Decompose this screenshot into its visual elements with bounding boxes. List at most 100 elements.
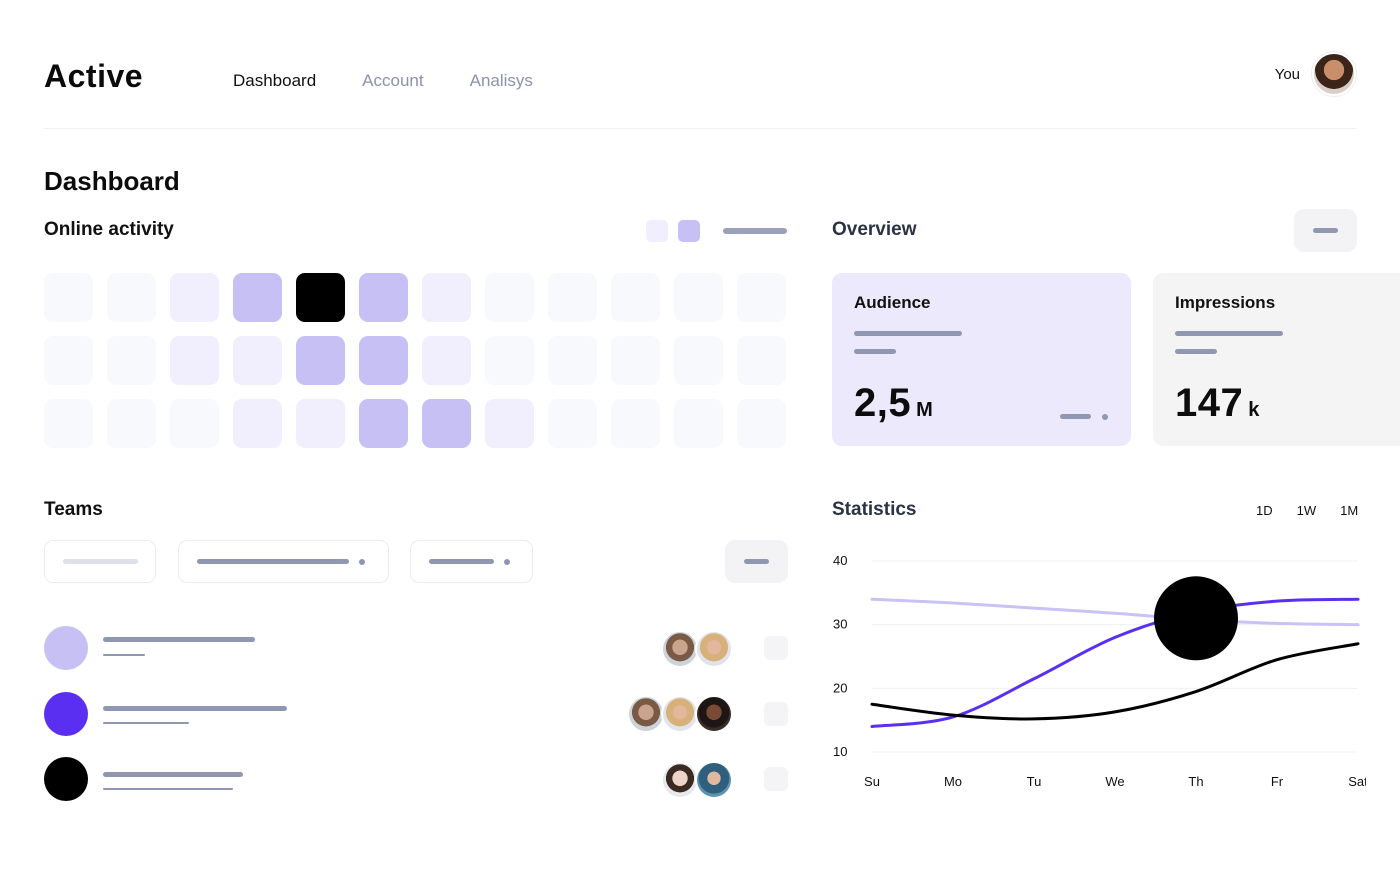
- activity-cell[interactable]: [611, 273, 660, 322]
- tab-dashboard[interactable]: Dashboard: [233, 71, 317, 90]
- y-tick-label: 40: [833, 553, 847, 568]
- audience-card[interactable]: Audience 2,5 M: [832, 273, 1131, 446]
- impressions-value: 147 k: [1175, 381, 1260, 426]
- activity-cell[interactable]: [674, 399, 723, 448]
- activity-cell[interactable]: [107, 336, 156, 385]
- team-members: [661, 761, 733, 799]
- activity-cell[interactable]: [170, 273, 219, 322]
- card-meta-dot: [1102, 414, 1108, 420]
- activity-cell[interactable]: [296, 336, 345, 385]
- impressions-card-title: Impressions: [1175, 293, 1276, 312]
- activity-cell[interactable]: [233, 336, 282, 385]
- range-1w-button[interactable]: 1W: [1296, 503, 1317, 518]
- activity-cell[interactable]: [611, 336, 660, 385]
- legend-label-placeholder: [723, 228, 787, 234]
- app-logo[interactable]: Active: [44, 58, 144, 94]
- x-tick-label: Th: [1188, 774, 1203, 789]
- activity-cell[interactable]: [548, 399, 597, 448]
- team-filter-chip-3[interactable]: [410, 540, 533, 583]
- activity-cell[interactable]: [233, 273, 282, 322]
- chip-label-placeholder: [197, 559, 349, 564]
- main-nav: Dashboard Account Analisys: [233, 71, 533, 91]
- range-1m-button[interactable]: 1M: [1340, 503, 1359, 518]
- activity-cell[interactable]: [674, 336, 723, 385]
- activity-cell[interactable]: [422, 399, 471, 448]
- minus-icon: [744, 559, 769, 564]
- team-row[interactable]: [44, 626, 788, 670]
- activity-cell[interactable]: [737, 399, 786, 448]
- activity-cell[interactable]: [44, 399, 93, 448]
- statistics-range-selector: 1D 1W 1M: [1256, 503, 1358, 518]
- activity-cell[interactable]: [296, 399, 345, 448]
- team-row[interactable]: [44, 757, 788, 801]
- avatar-woman-glasses-hat-icon[interactable]: [695, 761, 733, 799]
- activity-grid: [44, 273, 786, 448]
- overview-options-button[interactable]: [1294, 209, 1357, 252]
- activity-cell[interactable]: [737, 273, 786, 322]
- x-tick-label: Su: [864, 774, 880, 789]
- activity-cell[interactable]: [548, 273, 597, 322]
- activity-cell[interactable]: [296, 273, 345, 322]
- x-tick-label: Tu: [1027, 774, 1042, 789]
- range-1d-button[interactable]: 1D: [1256, 503, 1273, 518]
- user-avatar[interactable]: [1312, 52, 1356, 96]
- statistics-chart: 10 20 30 40 Su Mo Tu We Th Fr Sat: [833, 553, 1366, 789]
- x-tick-label: Fr: [1271, 774, 1284, 789]
- activity-cell[interactable]: [548, 336, 597, 385]
- team-name-placeholder: [103, 772, 243, 777]
- activity-cell[interactable]: [422, 336, 471, 385]
- activity-cell[interactable]: [485, 273, 534, 322]
- card-meta-placeholder: [1060, 414, 1091, 419]
- series-line-1: [870, 597, 1360, 627]
- activity-cell[interactable]: [44, 273, 93, 322]
- team-row[interactable]: [44, 692, 788, 736]
- tab-account[interactable]: Account: [362, 71, 424, 90]
- avatar-woman-dark-hair-icon[interactable]: [695, 695, 733, 733]
- activity-cell[interactable]: [233, 399, 282, 448]
- team-meta-placeholder: [103, 722, 189, 724]
- activity-cell[interactable]: [44, 336, 93, 385]
- team-row-checkbox[interactable]: [764, 767, 788, 791]
- teams-options-button[interactable]: [725, 540, 788, 583]
- chart-highlight-marker: [1154, 576, 1238, 661]
- activity-cell[interactable]: [737, 336, 786, 385]
- series-line-2: [870, 597, 1360, 729]
- team-filter-chip-2[interactable]: [178, 540, 389, 583]
- avatar-woman-sunglasses-icon[interactable]: [695, 630, 733, 668]
- avatar-woman-sunglasses-icon[interactable]: [661, 695, 699, 733]
- impressions-value-unit: k: [1248, 399, 1260, 421]
- team-filter-chip-1[interactable]: [44, 540, 156, 583]
- chip-dot: [504, 559, 510, 565]
- chip-label-placeholder: [63, 559, 138, 564]
- team-row-checkbox[interactable]: [764, 702, 788, 726]
- activity-cell[interactable]: [674, 273, 723, 322]
- team-avatar: [44, 757, 88, 801]
- x-tick-label: Sat: [1348, 774, 1366, 789]
- team-name-placeholder: [103, 637, 255, 642]
- activity-cell[interactable]: [485, 336, 534, 385]
- team-row-checkbox[interactable]: [764, 636, 788, 660]
- page-title: Dashboard: [44, 166, 180, 196]
- activity-cell[interactable]: [485, 399, 534, 448]
- card-text-placeholder: [1175, 331, 1283, 336]
- team-name-placeholder: [103, 706, 287, 711]
- user-label: You: [1274, 65, 1300, 83]
- activity-cell[interactable]: [107, 273, 156, 322]
- tab-analisys[interactable]: Analisys: [469, 71, 533, 90]
- avatar-woman-light-icon[interactable]: [661, 761, 699, 799]
- activity-cell[interactable]: [359, 273, 408, 322]
- activity-cell[interactable]: [422, 273, 471, 322]
- activity-cell[interactable]: [107, 399, 156, 448]
- legend-high-swatch: [678, 220, 700, 242]
- series-line-3: [870, 642, 1360, 721]
- impressions-card[interactable]: Impressions 147 k: [1153, 273, 1400, 446]
- activity-cell[interactable]: [170, 336, 219, 385]
- team-meta-placeholder: [103, 654, 145, 656]
- activity-cell[interactable]: [611, 399, 660, 448]
- avatar-man-cap-icon[interactable]: [627, 695, 665, 733]
- avatar-man-cap-icon[interactable]: [661, 630, 699, 668]
- activity-cell[interactable]: [359, 336, 408, 385]
- activity-cell[interactable]: [170, 399, 219, 448]
- user-menu[interactable]: You: [1275, 52, 1356, 96]
- activity-cell[interactable]: [359, 399, 408, 448]
